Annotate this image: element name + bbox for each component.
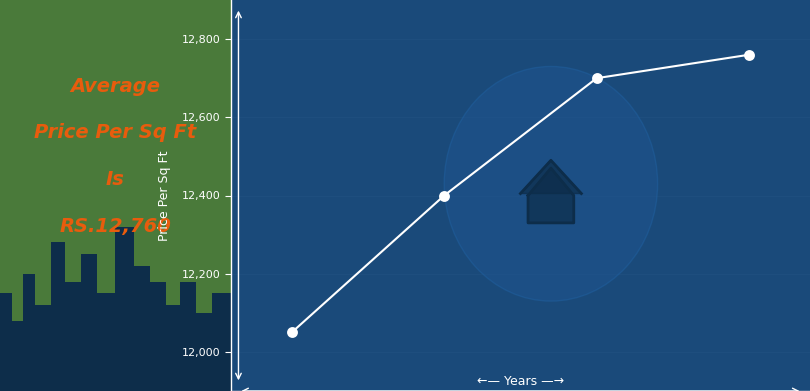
Point <box>743 52 756 58</box>
Ellipse shape <box>444 66 658 301</box>
Y-axis label: Price Per Sq Ft: Price Per Sq Ft <box>158 150 171 241</box>
Text: ←— Years —→: ←— Years —→ <box>477 375 564 388</box>
Point <box>590 75 603 81</box>
Polygon shape <box>520 160 582 194</box>
Text: Price Per Sq Ft: Price Per Sq Ft <box>34 124 197 142</box>
Text: Is: Is <box>106 170 125 189</box>
Point <box>437 192 450 199</box>
Polygon shape <box>0 227 231 391</box>
Text: RS.12,760: RS.12,760 <box>59 217 172 236</box>
Polygon shape <box>528 168 573 223</box>
Text: Average: Average <box>70 77 160 95</box>
Point <box>285 329 298 335</box>
